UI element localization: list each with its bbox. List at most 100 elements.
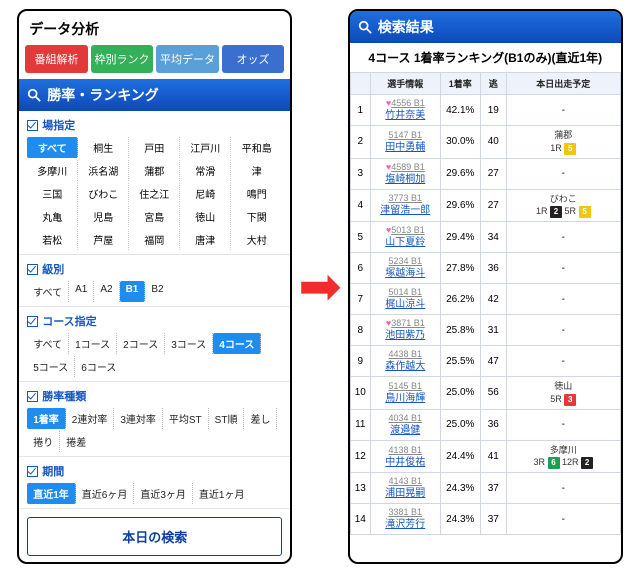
rank-cell: 6 [350,253,370,284]
venue-chip[interactable]: びわこ [78,183,129,204]
filter-chip[interactable]: 直近1年 [27,483,76,504]
filter-chip[interactable]: 捲り [27,431,60,452]
course-chips: すべて1コース2コース3コース4コース 5コース6コース [27,333,282,377]
escape-cell: 56 [480,377,506,410]
escape-cell: 27 [480,158,506,189]
table-row: 8♥3871 B1池田紫乃25.8%31- [350,315,620,346]
filter-chip[interactable]: すべて [27,281,69,302]
section-class: 級別 すべてA1A2B1B2 [19,255,290,307]
table-row: 25147 B1田中勇輔30.0%40蒲郡1R 5 [350,126,620,159]
racer-cell[interactable]: 5014 B1梶山涼斗 [370,284,440,315]
venue-label: 場指定 [42,117,75,133]
escape-cell: 37 [480,504,506,535]
venue-chip[interactable]: 大村 [231,229,282,250]
filter-chip[interactable]: 捲差 [60,431,92,452]
escape-cell: 37 [480,473,506,504]
filter-chip[interactable]: B2 [145,281,169,302]
rate-cell: 29.4% [440,222,480,253]
schedule-cell: - [506,346,620,377]
page-title: データ分析 [19,11,290,45]
tab-odds[interactable]: オッズ [222,45,285,73]
tab-program[interactable]: 番組解析 [25,45,88,73]
schedule-cell: - [506,284,620,315]
racer-cell[interactable]: 5147 B1田中勇輔 [370,126,440,159]
racer-cell[interactable]: ♥4589 B1塩崎桐加 [370,158,440,189]
rate-cell: 24.3% [440,504,480,535]
venue-chip[interactable]: 常滑 [180,160,231,181]
filter-chip[interactable]: 2コース [117,333,165,354]
filter-chip[interactable]: 5コース [27,356,75,377]
venue-chip[interactable]: 江戸川 [180,137,231,158]
venue-chip[interactable]: 尼崎 [180,183,231,204]
racer-cell[interactable]: ♥3871 B1池田紫乃 [370,315,440,346]
table-row: 94438 B1森作越大25.5%47- [350,346,620,377]
venue-chip[interactable]: 福岡 [129,229,180,250]
venue-chip[interactable]: 三国 [27,183,78,204]
racer-cell[interactable]: 4138 B1中井俊祐 [370,440,440,473]
racer-cell[interactable]: 5234 B1塚越海斗 [370,253,440,284]
racer-cell[interactable]: 4143 B1浦田晃嗣 [370,473,440,504]
venue-chip[interactable]: 多摩川 [27,160,78,181]
venue-chip[interactable]: 津 [231,160,282,181]
filter-chip[interactable]: 1着率 [27,408,66,429]
filter-chip[interactable]: 6コース [75,356,122,377]
filter-chip[interactable]: 3コース [165,333,213,354]
racer-cell[interactable]: 4438 B1森作越大 [370,346,440,377]
racer-cell[interactable]: 3381 B1滝沢芳行 [370,504,440,535]
venue-chip[interactable]: 唐津 [180,229,231,250]
search-today-button[interactable]: 本日の検索 [27,517,282,556]
venue-chip[interactable]: 住之江 [129,183,180,204]
venue-chip[interactable]: 下関 [231,206,282,227]
venue-chip[interactable]: 宮島 [129,206,180,227]
racer-cell[interactable]: 4034 B1渡邉健 [370,409,440,440]
venue-chip[interactable]: 蒲郡 [129,160,180,181]
schedule-cell: - [506,253,620,284]
venue-chip[interactable]: 丸亀 [27,206,78,227]
filter-chip[interactable]: 直近3ヶ月 [134,483,193,504]
tab-avg-data[interactable]: 平均データ [156,45,219,73]
filter-chip[interactable]: 平均ST [163,408,209,429]
filter-chip[interactable]: 3連対率 [114,408,163,429]
rate-cell: 26.2% [440,284,480,315]
venue-chip[interactable]: 徳山 [180,206,231,227]
filter-chip[interactable]: 2連対率 [66,408,115,429]
filter-chip[interactable]: A1 [69,281,94,302]
escape-cell: 27 [480,189,506,222]
rank-cell: 1 [350,95,370,126]
racer-cell[interactable]: ♥4556 B1竹井奈美 [370,95,440,126]
escape-cell: 31 [480,315,506,346]
venue-chip[interactable]: 戸田 [129,137,180,158]
venue-chip[interactable]: 浜名湖 [78,160,129,181]
racer-cell[interactable]: 3773 B1津留浩一郎 [370,189,440,222]
filter-chip[interactable]: 1コース [69,333,117,354]
check-icon [27,391,38,402]
racer-cell[interactable]: ♥5013 B1山下夏鈴 [370,222,440,253]
escape-cell: 36 [480,253,506,284]
filter-chip[interactable]: 差し [244,408,277,429]
filter-chip[interactable]: 直近1ヶ月 [193,483,251,504]
filter-chip[interactable]: ST順 [209,408,245,429]
venue-chip-all[interactable]: すべて [27,137,78,158]
rate-cell: 25.8% [440,315,480,346]
table-row: 114034 B1渡邉健25.0%36- [350,409,620,440]
filter-chip[interactable]: すべて [27,333,69,354]
rate-cell: 29.6% [440,158,480,189]
rate-chips: 1着率2連対率3連対率平均STST順差し捲り捲差 [27,408,282,452]
venue-chip[interactable]: 芦屋 [78,229,129,250]
filter-chip[interactable]: B1 [120,281,146,302]
filter-chip[interactable]: 直近6ヶ月 [76,483,135,504]
rate-cell: 24.3% [440,473,480,504]
schedule-cell: - [506,222,620,253]
venue-chip[interactable]: 鳴門 [231,183,282,204]
filter-chip[interactable]: 4コース [213,333,261,354]
table-row: 43773 B1津留浩一郎29.6%27びわこ1R 2 5R 5 [350,189,620,222]
table-row: 124138 B1中井俊祐24.4%41多摩川3R 6 12R 2 [350,440,620,473]
venue-chip[interactable]: 若松 [27,229,78,250]
filter-chip[interactable]: A2 [94,281,119,302]
tab-frame-rank[interactable]: 枠別ランク [91,45,154,73]
venue-chip[interactable]: 桐生 [78,137,129,158]
racer-cell[interactable]: 5145 B1鳥川海輝 [370,377,440,410]
venue-chip[interactable]: 児島 [78,206,129,227]
rate-cell: 29.6% [440,189,480,222]
venue-chip[interactable]: 平和島 [231,137,282,158]
